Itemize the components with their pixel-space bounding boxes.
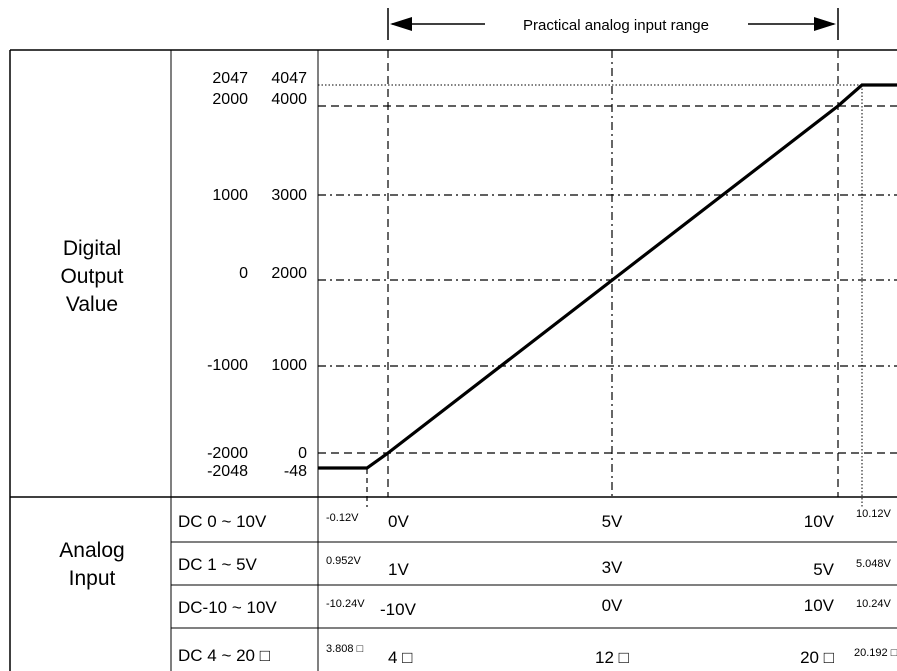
chart-gridlines [318,50,897,507]
mid-value: 3V [602,558,623,577]
high-extended-value: 10.12V [856,508,892,520]
y-tick-label: 0 [239,265,248,282]
y-tick-label: -2048 [207,463,248,480]
low-extended-value: 3.808 □ [326,643,364,655]
y-tick-label: -2000 [207,445,248,462]
range-arrow-head-right [814,17,836,31]
min-value: 4 □ [388,648,412,667]
low-extended-value: -10.24V [326,598,365,610]
mid-value: 5V [602,512,623,531]
output-header-line1: Digital [63,237,121,260]
y-tick-label: 2047 [212,70,248,87]
high-extended-value: 5.048V [856,558,892,570]
low-extended-value: 0.952V [326,555,362,567]
input-row-0: DC 0 ~ 10V -0.12V 0V 5V 10V 10.12V [178,508,892,531]
range-arrow-head-left [390,17,412,31]
y-tick-label: 1000 [271,357,307,374]
y-tick-label: -1000 [207,357,248,374]
input-row-3: DC 4 ~ 20 □ 3.808 □ 4 □ 12 □ 20 □ 20.192… [178,643,897,667]
y-labels-signed: 2047 2000 1000 0 -1000 -2000 -2048 [207,70,248,480]
y-tick-label: -48 [284,463,307,480]
input-header-line1: Analog [59,539,124,562]
y-labels-unsigned: 4047 4000 3000 2000 1000 0 -48 [271,70,307,480]
max-value: 5V [813,560,834,579]
conversion-line [318,83,897,470]
input-type-label: DC 4 ~ 20 □ [178,646,270,665]
table-frame [9,49,897,671]
y-tick-label: 2000 [271,265,307,282]
output-header-line3: Value [66,293,118,316]
y-tick-label: 4047 [271,70,307,87]
input-type-label: DC 0 ~ 10V [178,512,267,531]
input-header-line2: Input [69,567,116,590]
mid-value: 12 □ [595,648,629,667]
min-value: 0V [388,512,409,531]
input-type-label: DC 1 ~ 5V [178,555,258,574]
range-indicator: Practical analog input range [387,8,839,40]
high-extended-value: 20.192 □ [854,647,897,659]
output-header-line2: Output [60,265,123,288]
min-value: -10V [380,600,417,619]
y-tick-label: 3000 [271,187,307,204]
max-value: 10V [804,596,835,615]
y-tick-label: 1000 [212,187,248,204]
input-row-2: DC-10 ~ 10V -10.24V -10V 0V 10V 10.24V [178,596,892,619]
min-value: 1V [388,560,409,579]
y-tick-label: 2000 [212,91,248,108]
input-type-label: DC-10 ~ 10V [178,598,277,617]
y-tick-label: 4000 [271,91,307,108]
max-value: 20 □ [800,648,834,667]
input-row-header: Analog Input [59,539,124,590]
output-row-header: Digital Output Value [60,237,123,316]
mid-value: 0V [602,596,623,615]
y-tick-label: 0 [298,445,307,462]
high-extended-value: 10.24V [856,598,892,610]
input-row-1: DC 1 ~ 5V 0.952V 1V 3V 5V 5.048V [178,555,892,579]
low-extended-value: -0.12V [326,512,359,524]
max-value: 10V [804,512,835,531]
range-label: Practical analog input range [523,17,709,34]
